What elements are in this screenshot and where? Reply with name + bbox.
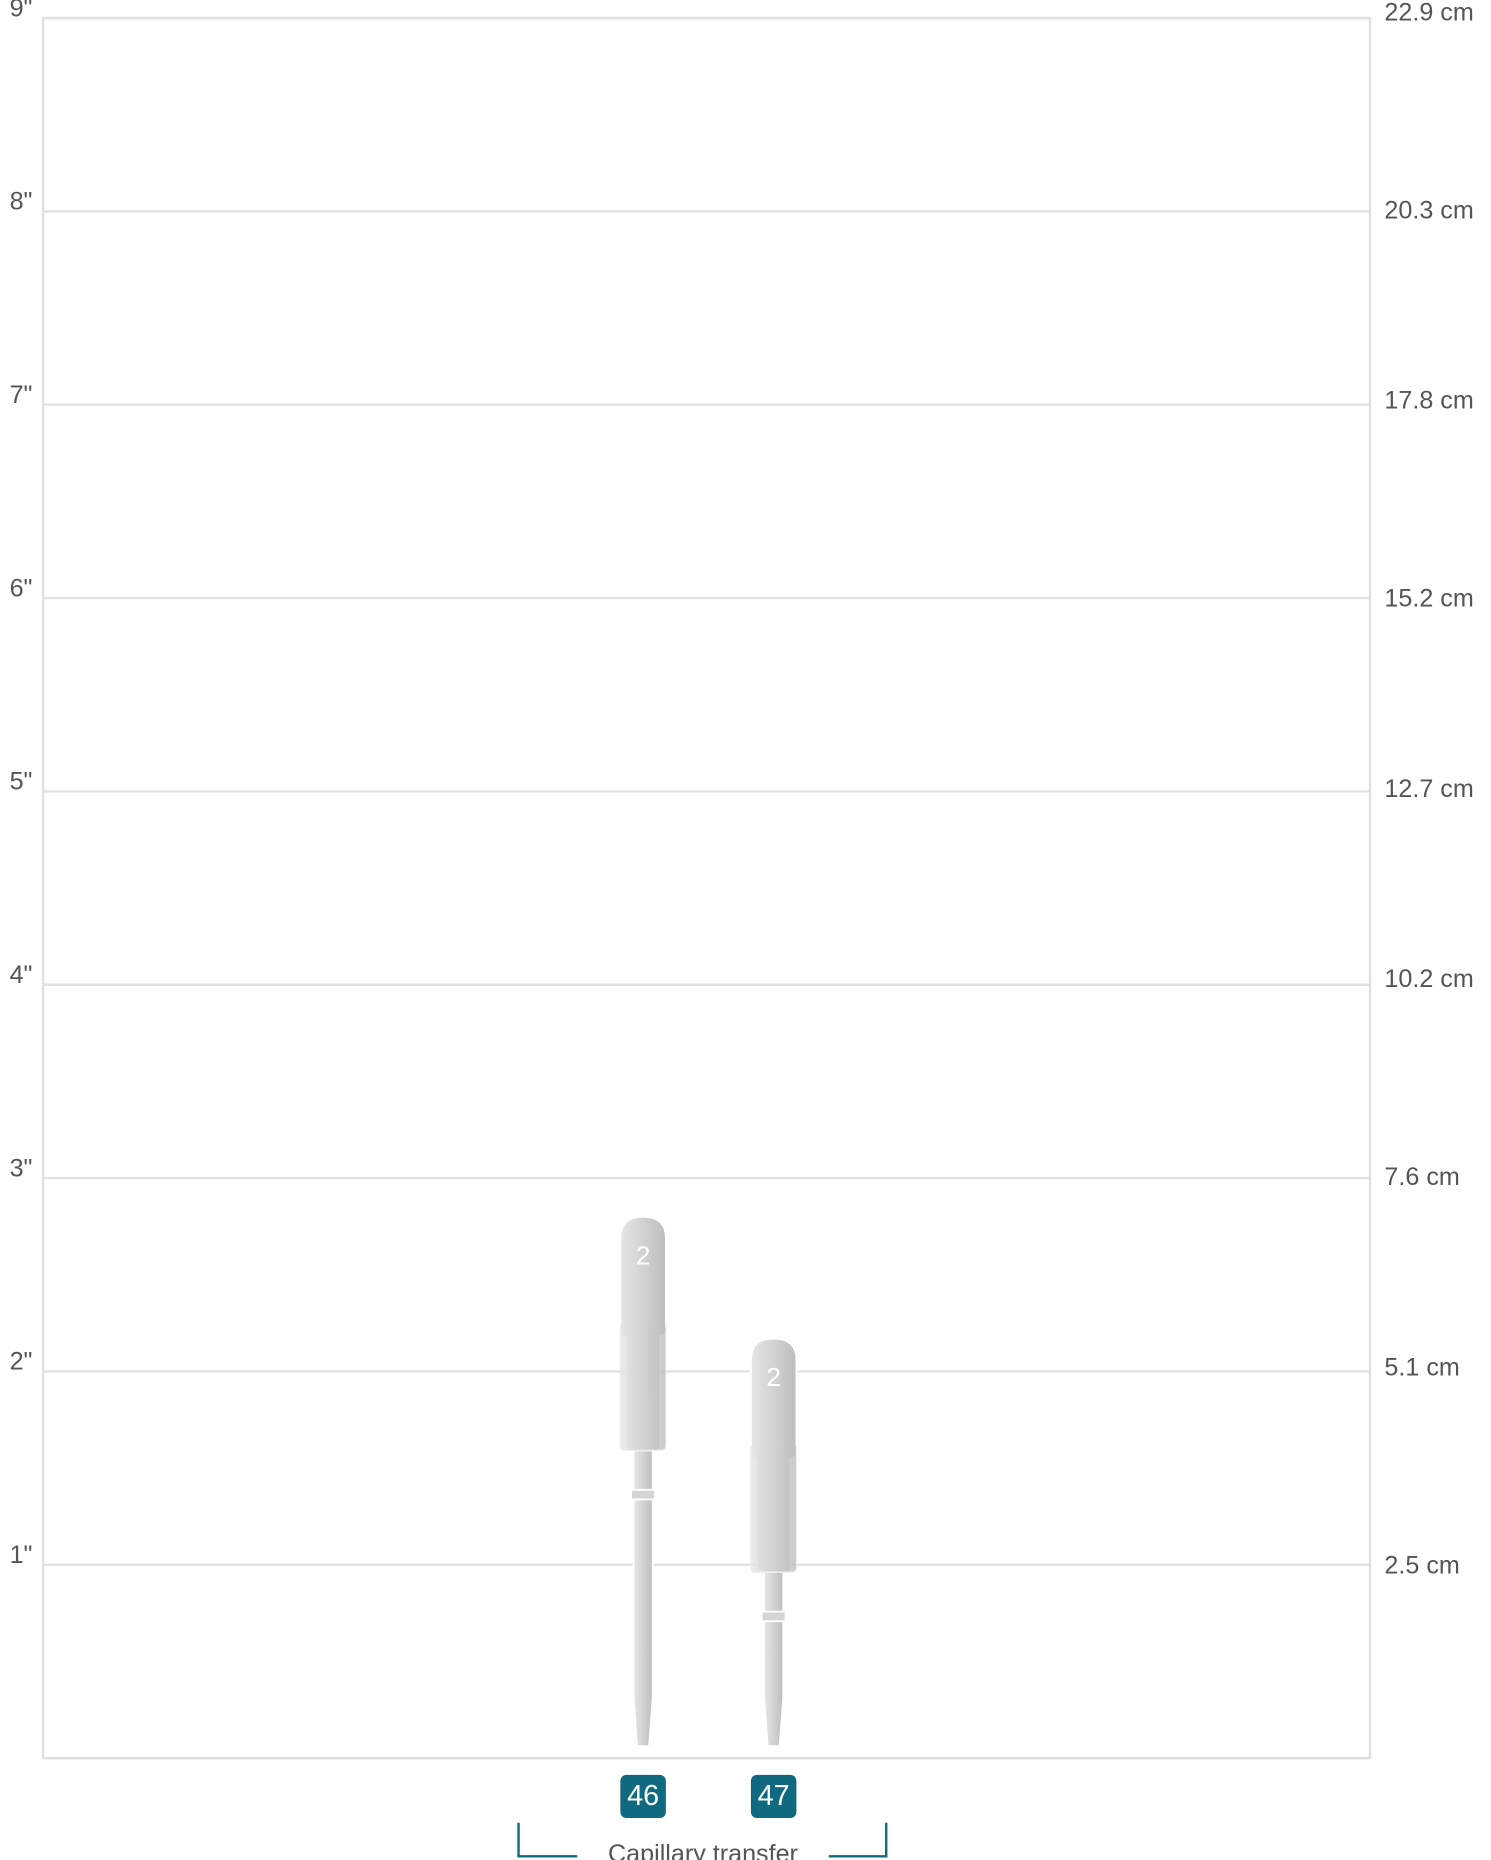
page: {"chart_data": {"type": "pictogram", "ca… — [0, 0, 1491, 1860]
y-tick-label: 2" — [10, 1348, 33, 1376]
y-tick-label: 1" — [10, 1541, 33, 1569]
plot-frame — [43, 18, 1370, 1758]
y-tick-label: 3" — [10, 1154, 33, 1182]
y2-tick-label: 7.6 cm — [1384, 1163, 1459, 1191]
chart: 1" 2" 3" 4" 5" 6" 7" 8" 9" 2.5 cm 5.1 cm 7.6 cm 10.2… — [0, 0, 1491, 1860]
y2-tick-label: 2.5 cm — [1384, 1551, 1459, 1579]
y2-tick-label: 15.2 cm — [1384, 585, 1473, 613]
pipette-marking: 2 — [636, 1240, 651, 1270]
y2-tick-label: 5.1 cm — [1384, 1353, 1459, 1381]
group-label: Capillary transfer — [608, 1840, 798, 1860]
pipette-ring — [762, 1612, 786, 1622]
pipette-stem — [764, 1572, 783, 1746]
pipette: 2 — [751, 1339, 797, 1747]
pipette-marking: 2 — [766, 1362, 781, 1392]
pipette-body — [751, 1446, 797, 1572]
y-tick-label: 5" — [10, 768, 33, 796]
y2-tick-label: 22.9 cm — [1384, 0, 1473, 26]
y2-tick-label: 10.2 cm — [1384, 965, 1473, 993]
pipette: 2 — [620, 1217, 666, 1746]
y-tick-label: 9" — [10, 0, 33, 22]
grid: 1" 2" 3" 4" 5" 6" 7" 8" 9" 2.5 cm 5.1 cm 7.6 cm 10.2… — [10, 0, 1474, 1579]
y-tick-label: 4" — [10, 961, 33, 989]
y-tick-label: 8" — [10, 188, 33, 216]
marks: 2 46 2 47 — [620, 1217, 796, 1818]
y-tick-label: 7" — [10, 381, 33, 409]
y2-tick-label: 20.3 cm — [1384, 196, 1473, 224]
pipette-ring — [631, 1490, 655, 1500]
category-label: 46 — [627, 1780, 659, 1812]
y2-tick-label: 12.7 cm — [1384, 775, 1473, 803]
category-label: 47 — [758, 1780, 790, 1812]
y2-tick-label: 17.8 cm — [1384, 387, 1473, 415]
y-tick-label: 6" — [10, 574, 33, 602]
pipette-body — [620, 1325, 666, 1451]
